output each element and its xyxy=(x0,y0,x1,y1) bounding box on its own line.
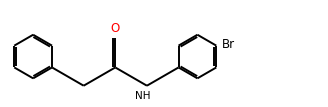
Text: Br: Br xyxy=(221,38,235,51)
Text: NH: NH xyxy=(135,91,151,101)
Text: O: O xyxy=(111,22,120,36)
